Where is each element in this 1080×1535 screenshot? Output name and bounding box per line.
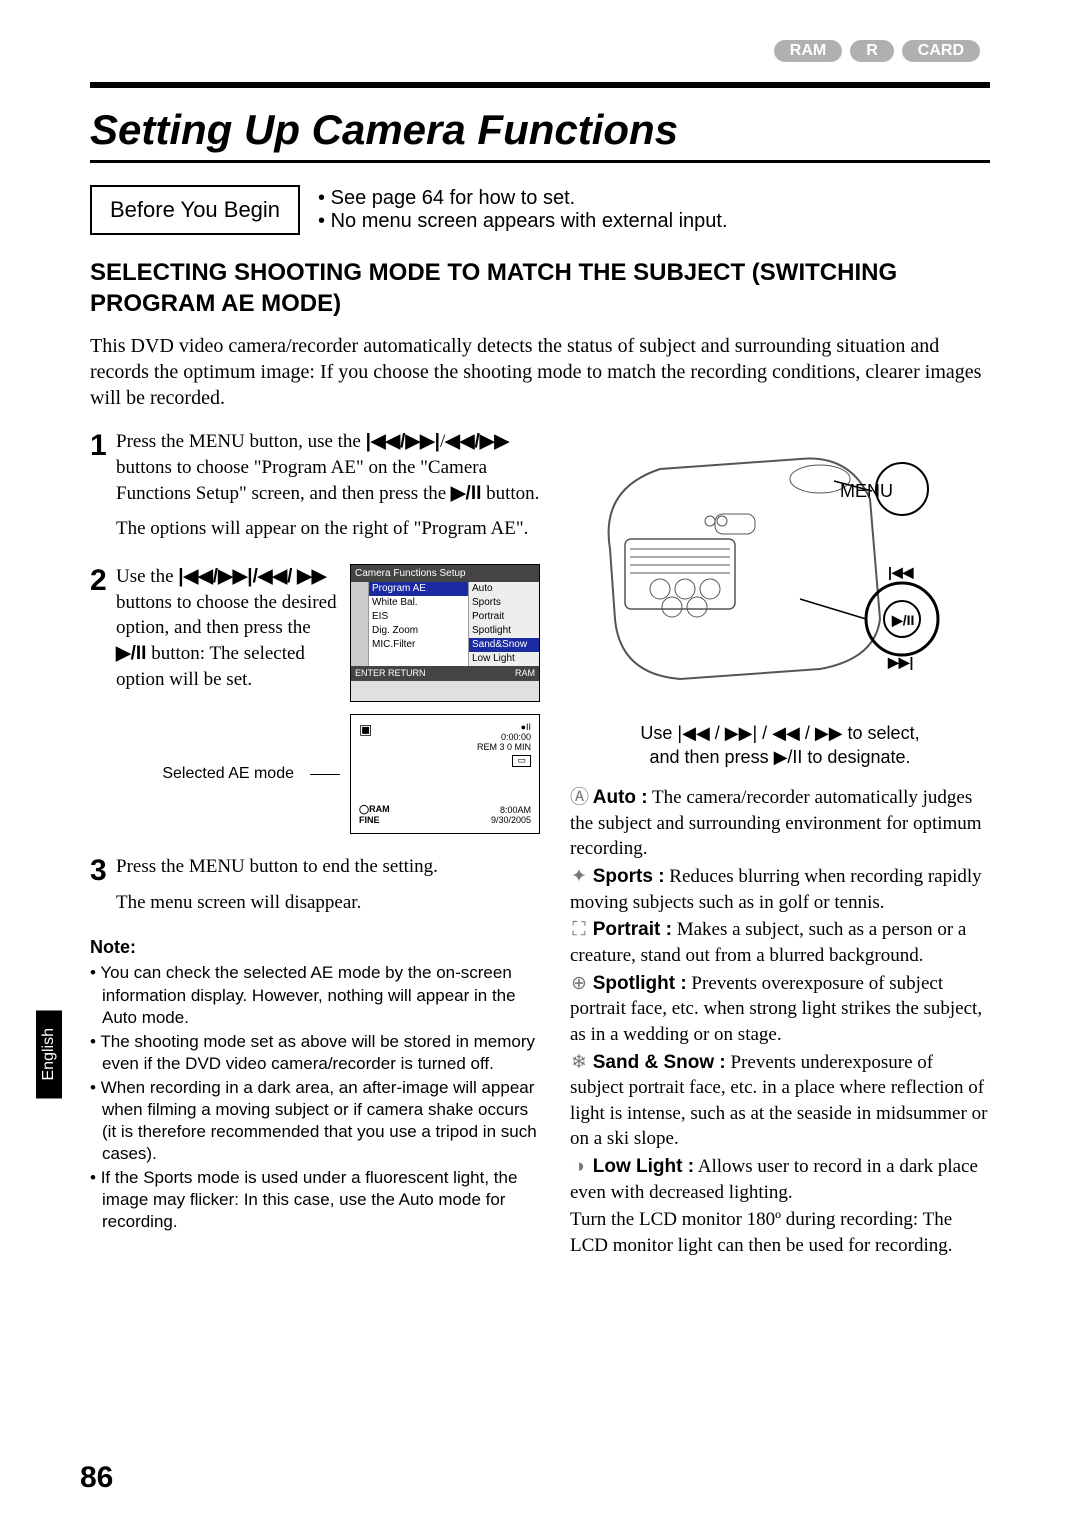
t: buttons to choose the desired option, an… <box>116 592 337 639</box>
nav-glyph: |◀◀/▶▶| <box>366 431 440 452</box>
screen-row: White Bal.Sports <box>351 596 539 610</box>
nav-glyph: ◀◀/▶▶ <box>445 431 509 452</box>
camera-caption: Use |◀◀ / ▶▶| / ◀◀ / ▶▶ to select,and th… <box>570 722 990 769</box>
note-heading: Note: <box>90 937 540 958</box>
mode-label: Sports : <box>593 866 665 887</box>
step-num: 3 <box>90 854 116 925</box>
next-btn-label: ▶▶| <box>887 654 913 670</box>
before-bullet: No menu screen appears with external inp… <box>318 210 727 233</box>
screen-row: Low Light <box>351 652 539 666</box>
screen-row: Dig. ZoomSpotlight <box>351 624 539 638</box>
t: Press the MENU button to end the setting… <box>116 854 438 880</box>
t: Press the MENU button, use the <box>116 431 366 452</box>
display-screen: ▣ ●II 0:00:00 REM 3 0 MIN ▭ ◯RAMFINE 8:0… <box>350 714 540 834</box>
t: The menu screen will disappear. <box>116 890 438 916</box>
portrait-icon: ⛶ <box>570 917 588 943</box>
before-bullets: See page 64 for how to set. No menu scre… <box>300 187 727 233</box>
sand-snow-icon: ❄ <box>570 1050 588 1076</box>
intro-paragraph: This DVD video camera/recorder automatic… <box>90 333 990 411</box>
play-btn-label: ▶/II <box>891 612 914 628</box>
step-1: 1 Press the MENU button, use the |◀◀/▶▶|… <box>90 429 540 552</box>
screen-bottom-right: 8:00AM9/30/2005 <box>491 805 531 825</box>
before-you-begin: Before You Begin See page 64 for how to … <box>90 185 990 235</box>
language-tab: English <box>36 1010 62 1098</box>
camera-svg: MENU ▶/II |◀◀ ▶▶| <box>590 429 970 709</box>
step-body: Press the MENU button to end the setting… <box>116 854 438 925</box>
t: buttons to choose "Program AE" on the "C… <box>116 457 487 504</box>
nav-glyph: ▶▶ <box>297 566 326 587</box>
screen-top-right: ●II 0:00:00 REM 3 0 MIN ▭ <box>477 723 531 767</box>
mode-label: Auto : <box>593 787 648 808</box>
columns: 1 Press the MENU button, use the |◀◀/▶▶|… <box>90 429 990 1260</box>
selected-ae-label: Selected AE mode <box>162 765 300 783</box>
screen-row: Program AEAuto <box>351 582 539 596</box>
low-light-icon: ◑ <box>570 1154 588 1180</box>
before-bullet: See page 64 for how to set. <box>318 187 727 210</box>
play-glyph: ▶/II <box>116 643 146 664</box>
step-num: 1 <box>90 429 116 552</box>
t: ENTER RETURN <box>355 667 426 679</box>
rule-under-title <box>90 160 990 163</box>
screen-row: MIC.FilterSand&Snow <box>351 638 539 652</box>
auto-icon: Ⓐ <box>570 785 588 811</box>
page-number: 86 <box>80 1461 113 1495</box>
badge-r: R <box>850 40 894 62</box>
prev-btn-label: |◀◀ <box>888 564 914 580</box>
sports-icon: ✦ <box>570 864 588 890</box>
column-right: MENU ▶/II |◀◀ ▶▶| Use |◀◀ / ▶▶| / ◀◀ / ▶… <box>570 429 990 1260</box>
mode-label: Sand & Snow : <box>593 1052 726 1073</box>
badge-ram: RAM <box>774 40 842 62</box>
top-badges: RAM R CARD <box>90 40 990 62</box>
note-item: You can check the selected AE mode by th… <box>90 962 540 1028</box>
t: RAM <box>515 667 535 679</box>
camera-diagram: MENU ▶/II |◀◀ ▶▶| Use |◀◀ / ▶▶| / ◀◀ / ▶… <box>570 429 990 769</box>
t: Use the <box>116 566 178 587</box>
before-box: Before You Begin <box>90 185 300 235</box>
nav-glyph: |◀◀/▶▶|/◀◀/ <box>178 566 292 587</box>
page-title: Setting Up Camera Functions <box>90 106 990 154</box>
spotlight-icon: ⊕ <box>570 971 588 997</box>
t: The options will appear on the right of … <box>116 516 540 542</box>
note-item: If the Sports mode is used under a fluor… <box>90 1167 540 1233</box>
screen-title: Camera Functions Setup <box>351 565 539 583</box>
note-item: When recording in a dark area, an after-… <box>90 1077 540 1165</box>
camera-setup-screen: Camera Functions Setup Program AEAutoWhi… <box>350 564 540 702</box>
mode-label: Spotlight : <box>593 973 687 994</box>
selected-ae-callout: Selected AE mode ▣ ●II 0:00:00 REM 3 0 M… <box>90 714 540 834</box>
note-list: You can check the selected AE mode by th… <box>90 962 540 1233</box>
mode-label: Portrait : <box>593 919 672 940</box>
note-item: The shooting mode set as above will be s… <box>90 1031 540 1075</box>
step-body: Use the |◀◀/▶▶|/◀◀/ ▶▶ buttons to choose… <box>116 564 540 702</box>
screen-row: EISPortrait <box>351 610 539 624</box>
rule-top <box>90 82 990 88</box>
screen-bottom-left: ◯RAMFINE <box>359 804 390 825</box>
t: button. <box>481 483 539 504</box>
step-num: 2 <box>90 564 116 702</box>
step-3: 3 Press the MENU button to end the setti… <box>90 854 540 925</box>
section-subhead: SELECTING SHOOTING MODE TO MATCH THE SUB… <box>90 257 990 319</box>
modes-list: Ⓐ Auto : The camera/recorder automatical… <box>570 785 990 1259</box>
column-left: 1 Press the MENU button, use the |◀◀/▶▶|… <box>90 429 540 1260</box>
screen-footer: ENTER RETURN RAM <box>351 666 539 680</box>
step-body: Press the MENU button, use the |◀◀/▶▶|/◀… <box>116 429 540 552</box>
screen-icon: ▣ <box>359 721 372 738</box>
t: Turn the LCD monitor 180º during recordi… <box>570 1207 990 1258</box>
play-glyph: ▶/II <box>451 483 481 504</box>
step-2: 2 Use the |◀◀/▶▶|/◀◀/ ▶▶ buttons to choo… <box>90 564 540 702</box>
mode-label: Low Light : <box>593 1156 694 1177</box>
badge-card: CARD <box>902 40 980 62</box>
